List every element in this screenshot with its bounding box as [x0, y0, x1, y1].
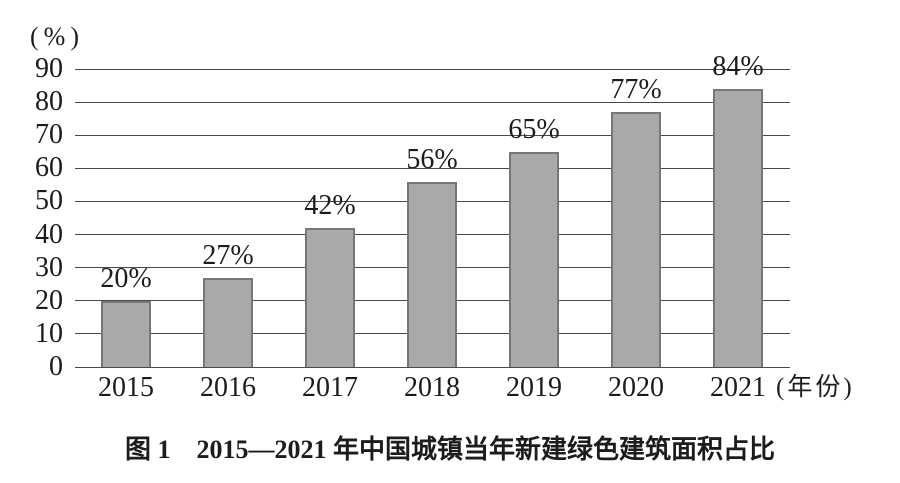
x-axis-unit-label: (年份) [776, 374, 855, 401]
x-tick-label: 2018 [404, 372, 460, 403]
bar-value-label: 20% [100, 262, 152, 294]
bar-value-label: 77% [610, 74, 662, 106]
bar-2016 [203, 277, 253, 367]
x-axis-line [75, 366, 790, 368]
bar-2018 [407, 181, 457, 367]
x-tick-label: 2021 [710, 372, 766, 403]
y-tick-label: 60 [35, 152, 63, 184]
gridline [75, 101, 790, 103]
bar-value-label: 27% [202, 239, 254, 271]
x-tick-label: 2015 [98, 372, 154, 403]
bar-value-label: 84% [712, 50, 764, 82]
y-tick-label: 20 [35, 284, 63, 316]
bar-2021 [713, 88, 763, 367]
y-tick-label: 70 [35, 119, 63, 151]
gridline [75, 68, 790, 70]
y-tick-label: 90 [35, 53, 63, 84]
gridline [75, 134, 790, 136]
bar-2017 [305, 227, 355, 367]
x-tick-label: 2016 [200, 372, 256, 403]
gridline [75, 167, 790, 169]
y-tick-label: 80 [35, 86, 63, 118]
figure-caption: 图 1 2015—2021 年中国城镇当年新建绿色建筑面积占比 [124, 435, 775, 464]
x-tick-label: 2019 [506, 372, 562, 403]
bar-value-label: 56% [406, 143, 458, 175]
y-tick-label: 50 [35, 185, 63, 217]
x-tick-label: 2020 [608, 372, 664, 403]
y-tick-label: 0 [49, 351, 63, 382]
bar-2015 [101, 300, 151, 367]
bar-value-label: 42% [304, 189, 356, 221]
y-axis-unit-label: (%) [30, 22, 84, 51]
x-tick-label: 2017 [302, 372, 358, 403]
y-tick-label: 30 [35, 251, 63, 283]
bar-2019 [509, 151, 559, 367]
bar-2020 [611, 112, 661, 367]
bar-value-label: 65% [508, 113, 560, 145]
y-tick-label: 10 [35, 317, 63, 349]
y-tick-label: 40 [35, 218, 63, 250]
